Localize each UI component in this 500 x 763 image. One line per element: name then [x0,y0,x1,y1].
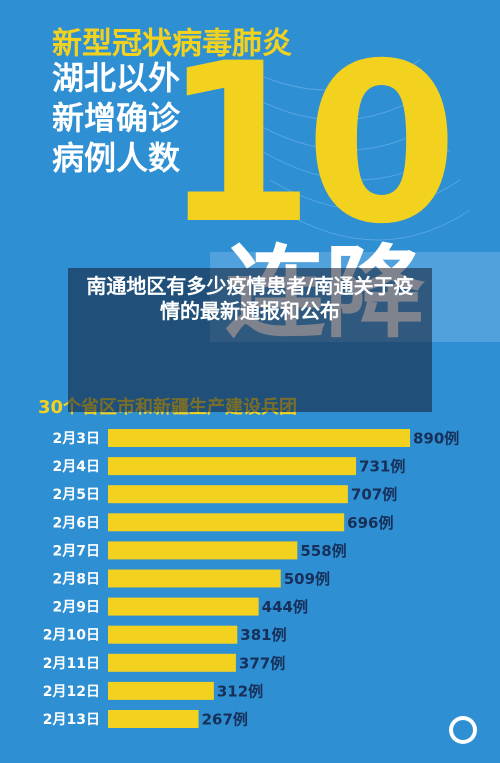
big-number: 10 [162,16,448,272]
bar [108,429,410,447]
category-label: 2月11日 [43,656,100,672]
category-label: 2月12日 [43,684,100,700]
decor-lines [229,59,471,241]
category-label: 2月13日 [43,712,100,728]
header-line: 湖北以外 [52,59,180,97]
value-label: 731例 [359,458,405,476]
category-label: 2月10日 [43,628,100,644]
header-line: 新增确诊 [52,99,181,137]
bar [108,710,199,728]
bar [108,681,214,700]
value-label: 267例 [202,711,248,729]
value-label: 558例 [300,542,346,560]
emblem [449,716,477,744]
header-line: 病例人数 [52,139,181,177]
value-label: 381例 [240,626,286,644]
bar [108,457,357,476]
bar [108,513,345,532]
value-label: 444例 [262,598,308,616]
value-label: 312例 [217,682,263,700]
category-label: 2月5日 [53,487,100,503]
title: 新型冠状病毒肺炎 [52,27,292,62]
category-label: 2月6日 [53,515,100,531]
value-label: 696例 [347,514,393,532]
value-label: 377例 [239,654,285,672]
bar [108,597,259,616]
category-label: 2月9日 [53,600,100,616]
caption: 南通地区有多少疫情患者/南通关于疫情的最新通报和公布 [86,274,414,323]
category-label: 2月8日 [53,572,100,588]
category-label: 2月3日 [53,431,100,447]
value-label: 890例 [413,430,459,448]
category-label: 2月4日 [53,459,100,475]
value-label: 509例 [284,570,330,588]
category-label: 2月7日 [53,543,100,559]
value-label: 707例 [351,486,397,504]
bar [108,653,236,672]
caption-box: 南通地区有多少疫情患者/南通关于疫情的最新通报和公布 [68,268,432,412]
bar [108,569,281,588]
bar [108,485,348,504]
bar [108,541,298,560]
bar [108,625,238,644]
